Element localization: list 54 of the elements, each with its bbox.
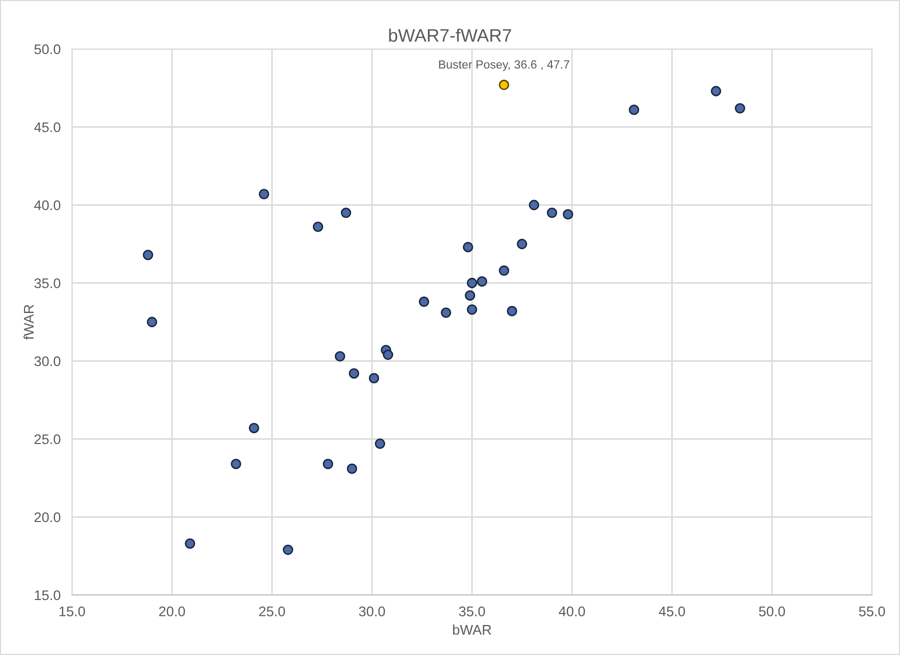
point [146,316,158,328]
point [282,544,294,555]
point [462,242,474,252]
point [546,208,558,218]
y-tick-label: 15.0 [34,590,60,600]
point [382,350,394,360]
point [346,463,358,474]
chart-title: bWAR7-fWAR7 [389,28,512,42]
point [466,278,478,288]
annotation: Buster Posey, 36.6 , 47.7 [439,60,570,71]
point [562,209,574,220]
point [312,222,324,232]
point [322,458,334,470]
point [340,208,352,218]
point [440,307,452,318]
x-tick-label: 25.0 [259,606,285,616]
point [528,200,540,210]
x-tick-label: 45.0 [658,606,685,616]
y-tick-label: 50.0 [34,44,60,54]
y-tick-label: 25.0 [34,434,60,444]
x-tick-label: 55.0 [859,606,885,616]
x-tick-label: 15.0 [60,606,85,616]
point [230,458,242,470]
x-tick-label: 40.0 [558,606,585,616]
x-tick-label: 50.0 [759,606,785,616]
point [498,80,510,90]
point [516,238,528,250]
point [368,372,380,384]
point [142,250,154,260]
x-tick-label: 20.0 [159,606,185,616]
point [506,306,518,316]
point [710,86,722,96]
x-tick-label: 30.0 [359,606,385,616]
point [334,351,346,362]
point [248,422,260,434]
point [498,265,510,276]
y-tick-label: 35.0 [34,278,60,288]
y-tick-label: 30.0 [34,356,60,366]
x-axis-title: bWAR [453,624,492,635]
point [374,438,386,449]
point [628,104,640,116]
point [464,290,476,301]
y-tick-label: 20.0 [34,512,60,522]
point [258,188,270,200]
point [184,538,196,549]
y-tick-label: 45.0 [34,122,60,132]
point [734,103,746,114]
y-tick-label: 40.0 [34,200,60,210]
point [476,276,488,287]
point [418,296,430,307]
point [466,304,478,315]
point [348,368,360,379]
y-axis-title: fWAR [24,304,34,340]
x-tick-label: 35.0 [459,606,485,616]
